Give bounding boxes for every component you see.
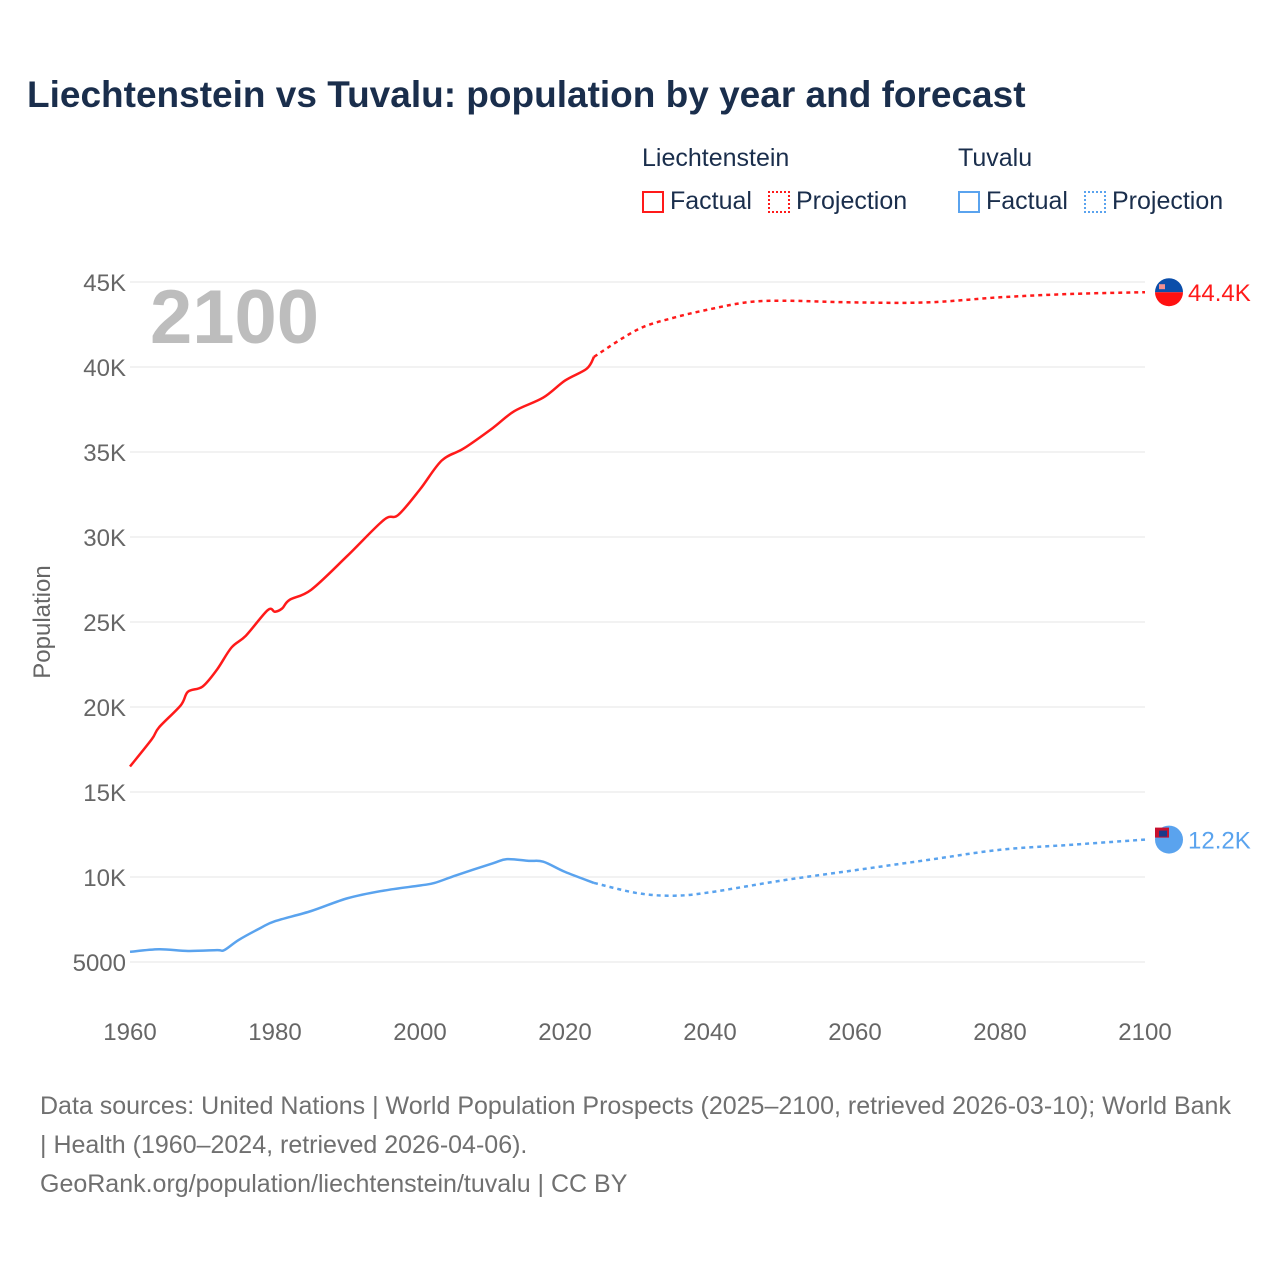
legend-item-tuvalu-projection[interactable]: Projection [1083,187,1224,216]
x-tick-label: 2020 [538,1019,591,1046]
dotted-swatch-icon [767,190,790,213]
x-tick-label: 1980 [248,1019,301,1046]
y-tick-label: 40K [83,355,126,382]
data-sources: Data sources: United Nations | World Pop… [40,1092,1231,1159]
y-tick-label: 10K [83,865,126,892]
legend-label: Factual [986,187,1068,215]
x-tick-label: 2060 [828,1019,881,1046]
y-tick-label: 45K [83,270,126,297]
y-tick-label: 20K [83,695,126,722]
year-watermark: 2100 [150,275,319,360]
footer: Data sources: United Nations | World Pop… [40,1087,1240,1204]
legend-label: Projection [1111,187,1224,215]
x-tick-label: 1960 [103,1019,156,1046]
legend-label: Factual [670,187,752,215]
legend-liechtenstein: Liechtenstein Factual Projection [642,144,907,216]
legend-label: Projection [795,187,908,215]
chart-title: Liechtenstein vs Tuvalu: population by y… [27,74,1026,115]
y-tick-label: 15K [83,780,126,807]
solid-swatch-icon [958,190,980,213]
legend-group-label: Tuvalu [958,144,1033,172]
tuvalu-flag-icon [1155,825,1183,854]
series-line-liechtenstein-factual [129,356,596,768]
legend-group-label: Liechtenstein [642,144,790,172]
series-line-tuvalu-projection [593,838,1146,897]
end-value-label: 12.2K [1188,828,1251,855]
legend-item-liechtenstein-projection[interactable]: Projection [767,187,908,216]
y-tick-label: 25K [83,610,126,637]
x-tick-label: 2040 [683,1019,736,1046]
series-line-liechtenstein-projection [593,290,1146,358]
solid-swatch-icon [642,190,664,213]
y-tick-label: 5000 [73,950,126,977]
x-tick-label: 2000 [393,1019,446,1046]
dotted-swatch-icon [1083,190,1106,213]
y-tick-label: 35K [83,440,126,467]
legend-item-liechtenstein-factual[interactable]: Factual [642,187,752,216]
x-tick-label: 2080 [973,1019,1026,1046]
liechtenstein-flag-icon [1155,278,1183,307]
legend-item-tuvalu-factual[interactable]: Factual [958,187,1068,216]
y-axis-label: Population [29,565,56,678]
source-link[interactable]: GeoRank.org/population/liechtenstein/tuv… [40,1170,628,1198]
y-tick-label: 30K [83,525,126,552]
x-tick-label: 2100 [1118,1019,1171,1046]
legend-tuvalu: Tuvalu Factual Projection [958,144,1223,216]
series-line-tuvalu-factual [129,857,595,954]
end-value-label: 44.4K [1188,280,1251,307]
